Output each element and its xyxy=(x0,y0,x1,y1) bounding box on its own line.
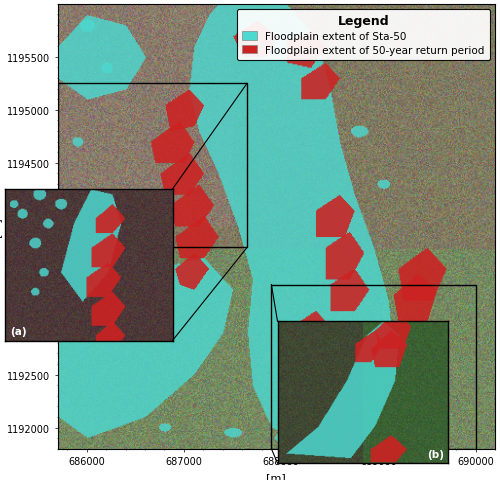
X-axis label: [m]: [m] xyxy=(266,472,286,480)
Y-axis label: [m]: [m] xyxy=(0,217,1,237)
Text: (b): (b) xyxy=(427,449,444,459)
Text: (a): (a) xyxy=(10,326,26,336)
Bar xyxy=(272,285,476,449)
Legend: Floodplain extent of Sta-50, Floodplain extent of 50-year return period: Floodplain extent of Sta-50, Floodplain … xyxy=(237,10,490,60)
Bar xyxy=(58,84,247,248)
